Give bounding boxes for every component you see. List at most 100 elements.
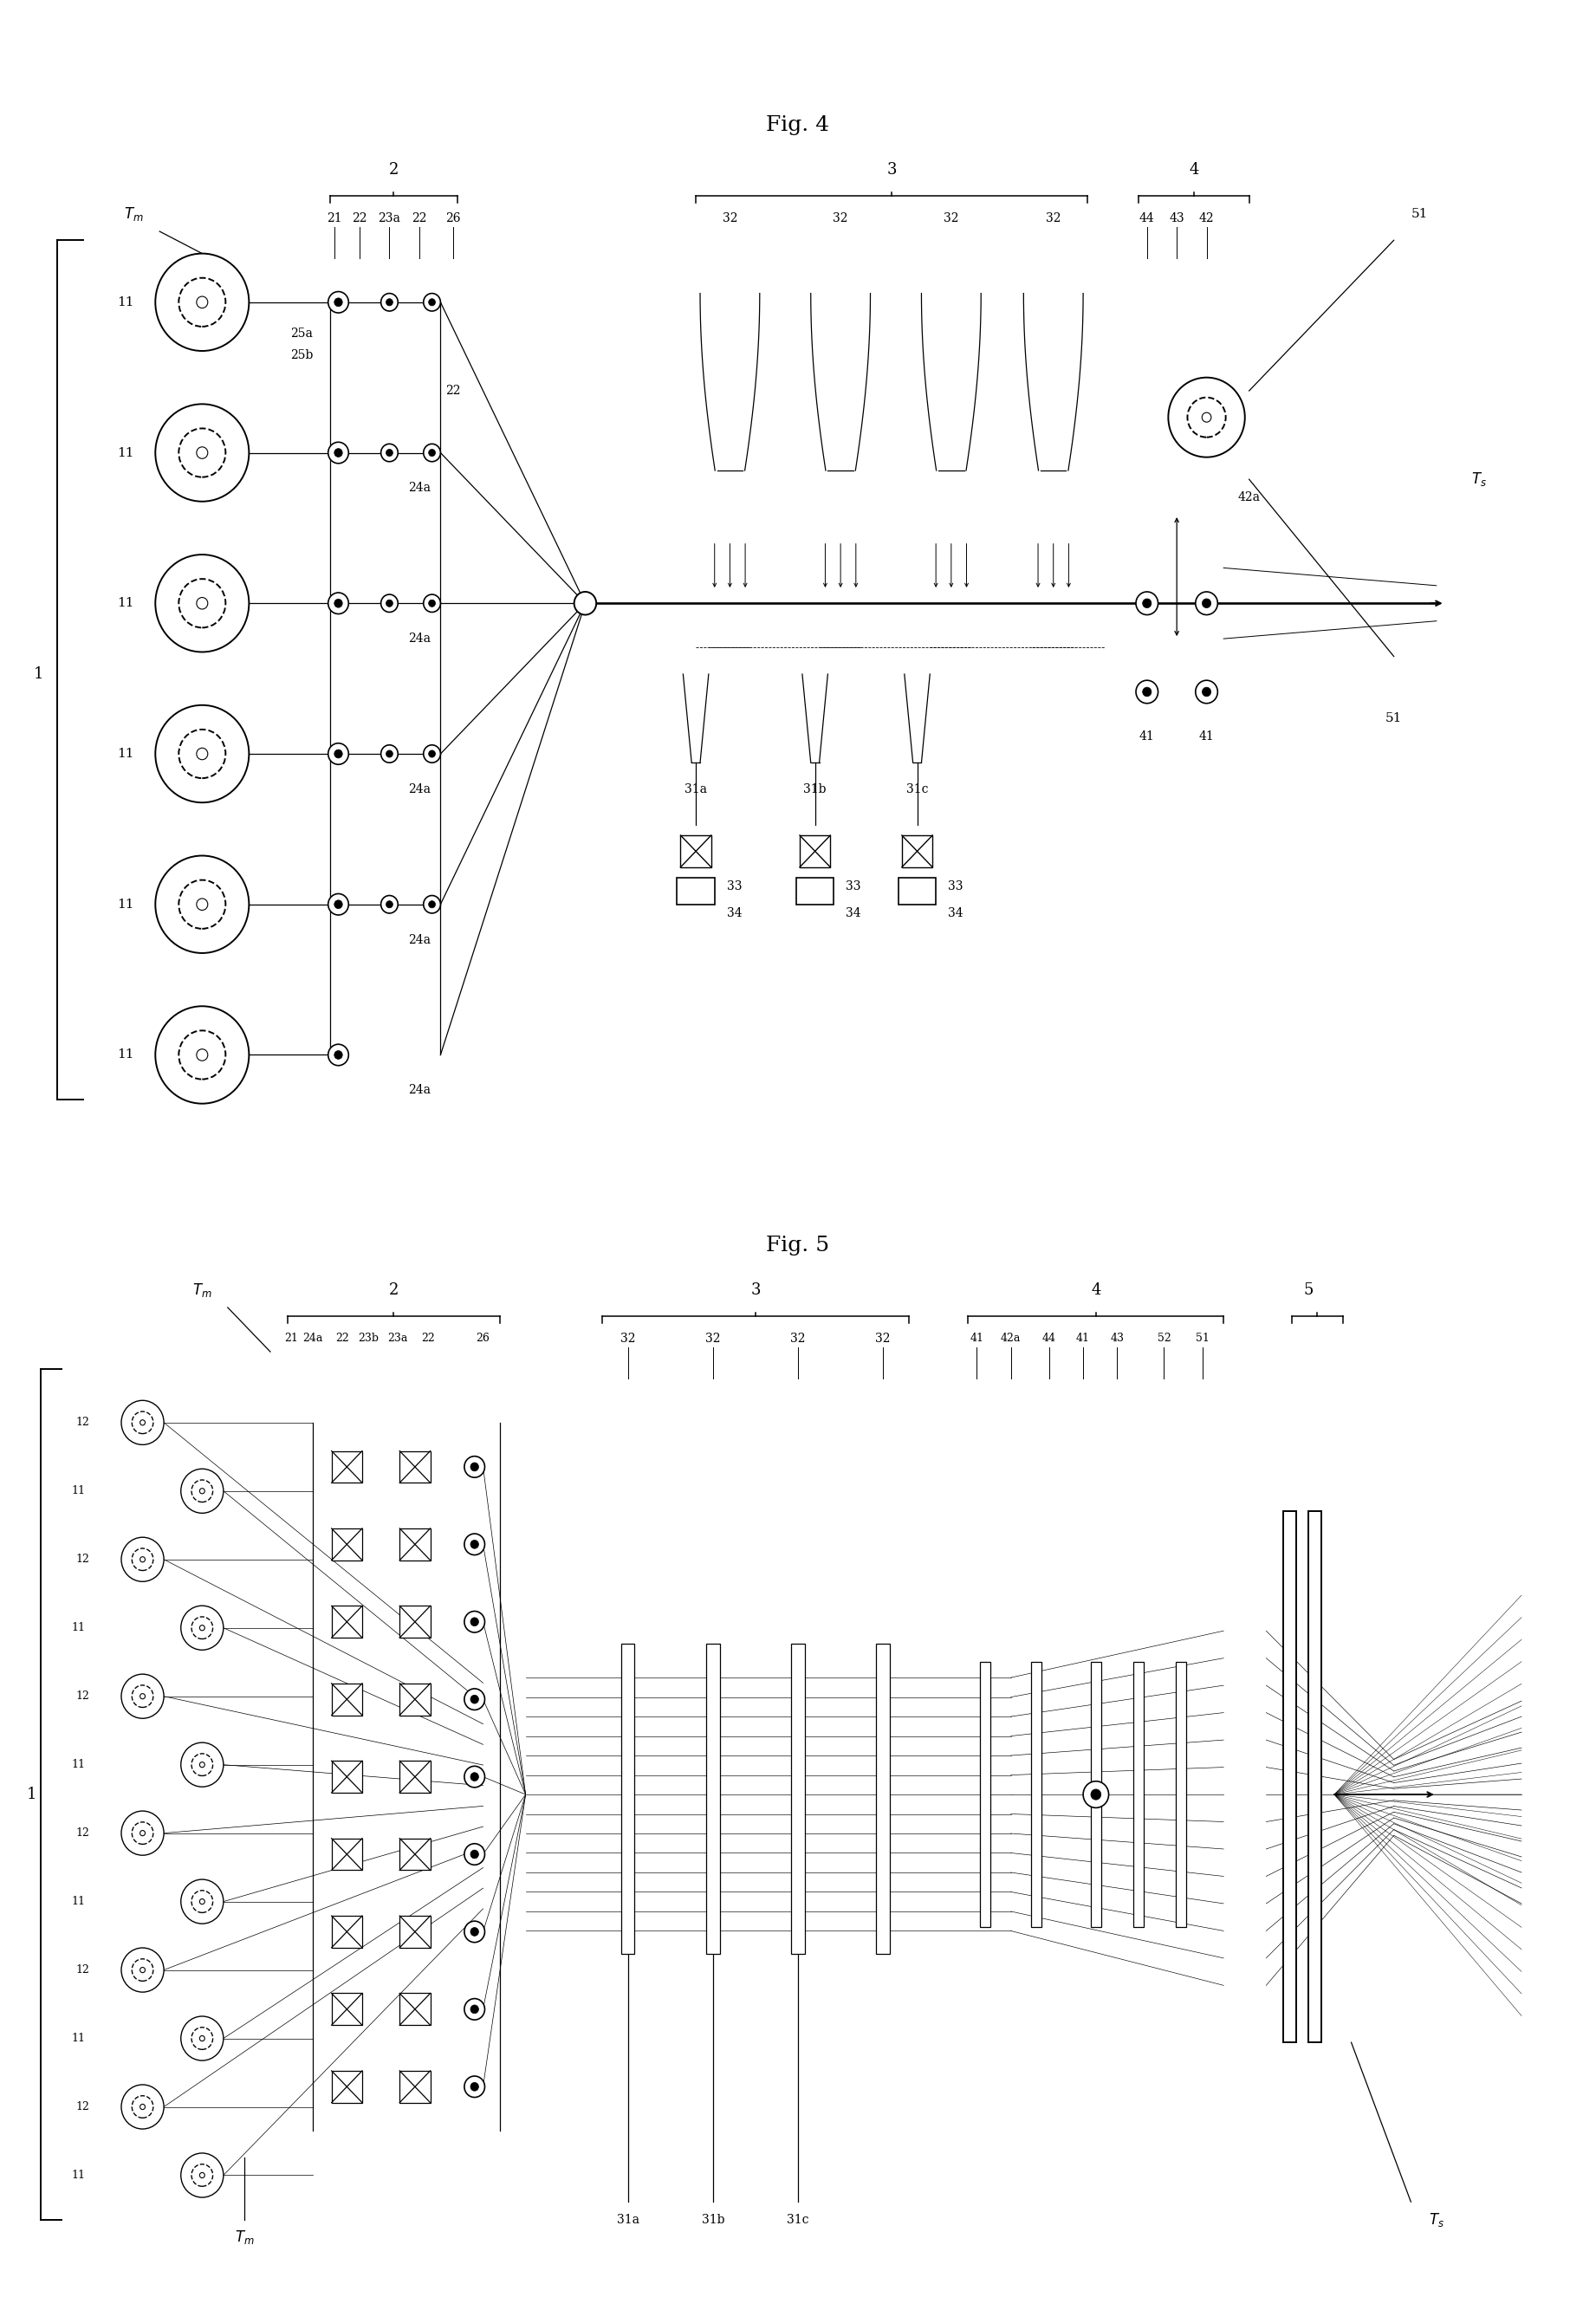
Text: 22: 22 [445, 386, 461, 397]
Bar [399, 1915, 431, 1947]
Text: 33: 33 [726, 880, 742, 892]
Text: 1: 1 [34, 665, 43, 681]
Circle shape [1136, 591, 1159, 614]
Text: 11: 11 [117, 598, 134, 610]
Text: Fig. 5: Fig. 5 [766, 1236, 830, 1254]
Circle shape [471, 2081, 479, 2091]
Text: 24a: 24a [409, 633, 431, 644]
Text: 12: 12 [77, 1555, 89, 1566]
Circle shape [471, 1772, 479, 1781]
Text: 21: 21 [327, 213, 342, 224]
Text: 24a: 24a [409, 483, 431, 494]
Circle shape [386, 751, 393, 758]
Circle shape [423, 444, 440, 462]
Circle shape [464, 2077, 485, 2097]
Circle shape [471, 1541, 479, 1548]
Circle shape [1090, 1790, 1101, 1799]
Text: 4: 4 [1189, 162, 1199, 178]
Circle shape [155, 1007, 249, 1104]
Text: 32: 32 [1045, 213, 1061, 224]
Circle shape [196, 748, 207, 760]
Circle shape [429, 601, 436, 608]
Text: $T_m$: $T_m$ [193, 1282, 212, 1298]
Text: 43: 43 [1170, 213, 1184, 224]
Text: 44: 44 [1140, 213, 1154, 224]
Bar [792, 1645, 804, 1954]
Bar [399, 1684, 431, 1716]
Circle shape [464, 1843, 485, 1864]
Circle shape [334, 901, 343, 908]
Circle shape [471, 1617, 479, 1626]
Bar [899, 878, 935, 903]
Text: Fig. 4: Fig. 4 [766, 116, 830, 134]
Circle shape [1084, 1781, 1109, 1809]
Text: 32: 32 [943, 213, 959, 224]
Circle shape [471, 1927, 479, 1936]
Text: 23b: 23b [358, 1333, 378, 1344]
Text: 11: 11 [117, 296, 134, 307]
Circle shape [200, 2035, 204, 2042]
Circle shape [1168, 377, 1245, 457]
Circle shape [140, 1830, 145, 1836]
Circle shape [429, 751, 436, 758]
Text: 25a: 25a [290, 328, 313, 340]
Bar [1283, 1511, 1296, 2042]
Text: 12: 12 [77, 1416, 89, 1428]
Text: 32: 32 [876, 1333, 891, 1344]
Circle shape [464, 1998, 485, 2019]
Circle shape [471, 1462, 479, 1471]
Circle shape [155, 254, 249, 351]
Bar [621, 1645, 635, 1954]
Text: $T_s$: $T_s$ [1428, 2211, 1444, 2229]
Circle shape [429, 901, 436, 908]
Circle shape [140, 1968, 145, 1973]
Circle shape [329, 1044, 348, 1065]
Circle shape [464, 1922, 485, 1943]
Bar [1090, 1661, 1101, 1927]
Circle shape [180, 1880, 223, 1924]
Circle shape [329, 594, 348, 614]
Text: 51: 51 [1385, 711, 1403, 725]
Circle shape [334, 748, 343, 758]
Circle shape [180, 1469, 223, 1513]
Text: 11: 11 [117, 1049, 134, 1060]
Text: 33: 33 [948, 880, 962, 892]
Text: 51: 51 [1195, 1333, 1210, 1344]
Bar [332, 1529, 362, 1559]
Text: 31a: 31a [685, 783, 707, 795]
Circle shape [329, 894, 348, 915]
Text: 31a: 31a [616, 2213, 638, 2225]
Circle shape [1195, 681, 1218, 702]
Circle shape [1202, 413, 1211, 423]
Text: 21: 21 [284, 1333, 298, 1344]
Circle shape [381, 896, 397, 912]
Bar [332, 1839, 362, 1871]
Text: 31c: 31c [907, 783, 929, 795]
Circle shape [334, 1051, 343, 1060]
Circle shape [200, 1763, 204, 1767]
Text: 32: 32 [723, 213, 737, 224]
Bar [399, 1839, 431, 1871]
Text: 34: 34 [726, 908, 742, 919]
Bar [680, 836, 712, 866]
Circle shape [180, 1742, 223, 1788]
Circle shape [196, 899, 207, 910]
Circle shape [155, 705, 249, 802]
Text: 12: 12 [77, 1964, 89, 1975]
Circle shape [140, 1557, 145, 1562]
Circle shape [140, 1421, 145, 1425]
Text: 41: 41 [1199, 730, 1215, 742]
Circle shape [334, 598, 343, 608]
Text: 11: 11 [72, 2169, 86, 2181]
Bar [332, 1915, 362, 1947]
Text: 22: 22 [412, 213, 426, 224]
Text: 42: 42 [1199, 213, 1215, 224]
Circle shape [429, 448, 436, 457]
Bar [1176, 1661, 1186, 1927]
Text: 32: 32 [705, 1333, 720, 1344]
Text: 24a: 24a [409, 783, 431, 795]
Bar [332, 1760, 362, 1793]
Text: 34: 34 [948, 908, 962, 919]
Circle shape [1143, 598, 1151, 608]
Text: 22: 22 [421, 1333, 434, 1344]
